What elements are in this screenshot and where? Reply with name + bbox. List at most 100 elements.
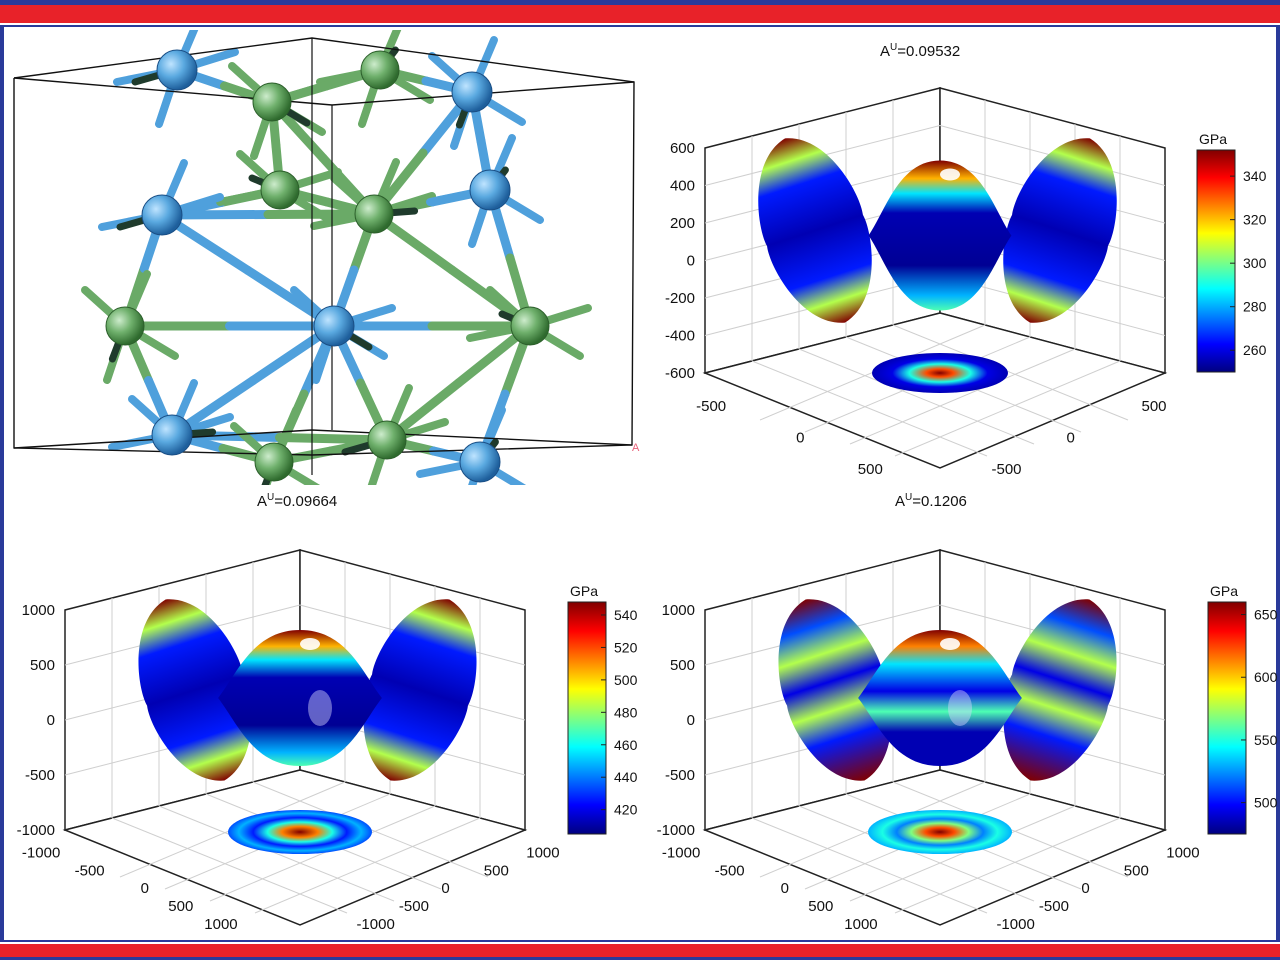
plot-title: AU=0.1206 — [895, 492, 967, 510]
colorbar-tick-label: 340 — [1243, 168, 1267, 184]
atom-blue — [156, 49, 198, 91]
surface-highlight — [940, 168, 960, 181]
colorbar-tick-label: 540 — [614, 607, 638, 623]
surface-body — [218, 630, 382, 766]
grid-line — [849, 348, 1076, 445]
y-tick-label: 1000 — [526, 844, 559, 861]
x-tick-label: -500 — [715, 862, 745, 879]
x-tick-label: -1000 — [662, 844, 700, 861]
atom-green — [360, 50, 400, 90]
x-tick-label: 1000 — [844, 916, 877, 933]
atom-blue — [469, 169, 511, 211]
projection-right — [1003, 599, 1117, 781]
z-tick-label: 500 — [30, 657, 55, 674]
colorbar — [1196, 149, 1236, 373]
surface-body — [858, 630, 1022, 766]
y-tick-label: 500 — [484, 862, 509, 879]
y-tick-label: 1000 — [1166, 844, 1199, 861]
surface-highlight — [300, 638, 320, 650]
colorbar-label: GPa — [1199, 131, 1227, 147]
grid-line — [158, 805, 395, 902]
z-tick-label: -500 — [25, 767, 55, 784]
colorbar-label: GPa — [1210, 583, 1238, 599]
surface-plot-1: 6004002000-200-400-600-50005005000-500GP… — [665, 87, 1267, 478]
y-tick-label: -500 — [399, 898, 429, 915]
z-tick-label: 500 — [670, 657, 695, 674]
z-tick-label: 0 — [47, 712, 55, 729]
x-tick-label: 0 — [781, 880, 789, 897]
colorbar-tick-label: 460 — [614, 737, 638, 753]
grid-line — [209, 805, 436, 902]
y-tick-label: 500 — [1124, 862, 1149, 879]
y-tick-label: -1000 — [356, 916, 394, 933]
colorbar-tick-label: 320 — [1243, 212, 1267, 228]
grid-line — [751, 817, 988, 914]
x-tick-label: 500 — [858, 461, 883, 478]
z-tick-label: -400 — [665, 328, 695, 345]
atom-blue — [451, 71, 493, 113]
colorbar-tick-label: 500 — [1254, 795, 1278, 811]
z-tick-label: 0 — [687, 253, 695, 270]
atom-green — [254, 442, 294, 482]
surface-plot-3: 1000 500 0 -500 -1000 -1000 -500 0 500 1000 1000 50… — [657, 549, 1278, 933]
bond-layer — [81, 30, 592, 485]
cell-edge — [13, 37, 635, 456]
colorbar-tick-label: 600 — [1254, 669, 1278, 685]
surface-highlight — [948, 690, 972, 726]
z-tick-label: -500 — [665, 767, 695, 784]
z-tick-label: -1000 — [17, 822, 55, 839]
unit-cell-box — [13, 37, 635, 475]
surface-highlight — [308, 690, 332, 726]
atom-blue — [459, 441, 501, 483]
plot-title: AU=0.09532 — [880, 42, 961, 60]
colorbar-tick-label: 440 — [614, 769, 638, 785]
colorbar-tick-label: 500 — [614, 672, 638, 688]
grid-line — [892, 324, 1129, 421]
z-tick-label: -600 — [665, 365, 695, 382]
y-tick-label: 0 — [1081, 880, 1089, 897]
colorbar-tick-label: 420 — [614, 802, 638, 818]
colorbar-tick-label: 280 — [1243, 299, 1267, 315]
y-tick-label: 500 — [1142, 398, 1167, 415]
x-tick-label: 500 — [808, 898, 833, 915]
projection-right — [1003, 138, 1117, 323]
floor-projection — [868, 810, 1012, 854]
bottom-border-bar — [0, 940, 1280, 960]
x-tick-label: 0 — [796, 430, 804, 447]
projection-right — [363, 599, 477, 781]
atom-green — [260, 170, 300, 210]
atom-blue — [313, 305, 355, 347]
grid-line — [798, 805, 1035, 902]
y-tick-label: -1000 — [996, 916, 1034, 933]
atom-green — [510, 306, 550, 346]
surface-highlight — [940, 638, 960, 650]
z-tick-label: 0 — [687, 712, 695, 729]
z-tick-label: 400 — [670, 178, 695, 195]
y-tick-label: 0 — [1067, 430, 1075, 447]
atom-green — [252, 82, 292, 122]
atom-green — [105, 306, 145, 346]
z-tick-label: -200 — [665, 290, 695, 307]
grid-line — [798, 348, 1035, 445]
z-tick-label: 1000 — [22, 602, 55, 619]
plot-title: AU=0.09664 — [257, 492, 338, 510]
atom-green — [367, 420, 407, 460]
atom-layer — [105, 49, 550, 483]
x-tick-label: -500 — [696, 398, 726, 415]
grid-line — [751, 360, 988, 457]
grid-line — [111, 817, 348, 914]
colorbar-tick-label: 550 — [1254, 732, 1278, 748]
atom-green — [354, 194, 394, 234]
surface-plot-2: 1000 500 0 -500 -1000 -1000 -500 0 500 1000 1000 50… — [17, 549, 638, 933]
colorbar-label: GPa — [570, 583, 598, 599]
y-tick-label: -500 — [992, 461, 1022, 478]
grid-line — [894, 360, 1121, 457]
grid-line — [849, 805, 1076, 902]
floor-projection — [228, 810, 372, 854]
projection-left — [138, 599, 252, 781]
projection-left — [778, 599, 892, 781]
y-tick-label: 0 — [441, 880, 449, 897]
colorbar-tick-label: 650 — [1254, 607, 1278, 623]
colorbar-tick-label: 520 — [614, 639, 638, 655]
z-tick-label: 1000 — [662, 602, 695, 619]
